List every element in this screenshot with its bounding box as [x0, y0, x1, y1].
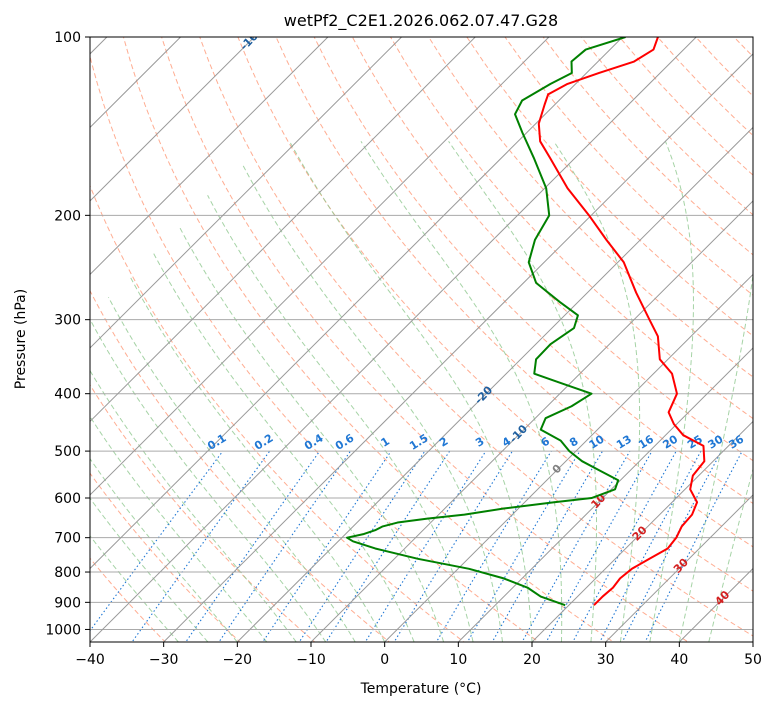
plot-area — [90, 37, 753, 642]
isotherm-line — [531, 420, 753, 642]
dry-adiabat-line — [390, 37, 753, 420]
x-tick-label: 0 — [380, 652, 389, 668]
dewpoint-profile-line — [346, 37, 626, 607]
isotherm-line — [90, 37, 550, 496]
x-tick-label: 40 — [670, 652, 688, 668]
dry-adiabat-line — [90, 557, 166, 642]
x-tick-label: 20 — [523, 652, 541, 668]
x-axis: −40 −30 −20 −10 0 10 20 30 40 50 — [75, 642, 762, 668]
y-tick-label: 500 — [54, 444, 81, 460]
dry-adiabat-line — [428, 37, 753, 378]
y-tick-label: 1000 — [45, 622, 81, 638]
moist-adiabat-line — [207, 195, 474, 642]
dry-adiabat-line — [237, 37, 753, 592]
x-axis-title: Temperature (°C) — [360, 681, 482, 697]
x-tick-label: −30 — [149, 652, 179, 668]
moist-adiabat-line — [152, 251, 415, 642]
y-tick-label: 900 — [54, 595, 81, 611]
y-tick-label: 200 — [54, 208, 81, 224]
moist-adiabat-line — [90, 415, 268, 642]
isotherm-line — [90, 37, 329, 276]
x-tick-label: −20 — [223, 652, 253, 668]
isotherm-line — [162, 53, 753, 642]
isotherm-line — [90, 37, 697, 642]
dry-adiabat-line — [90, 289, 391, 642]
isotherm-line — [90, 37, 403, 349]
y-tick-label: 600 — [54, 491, 81, 507]
isotherm-line — [90, 37, 255, 202]
dry-adiabat-line — [199, 37, 753, 637]
x-tick-label: −40 — [75, 652, 105, 668]
isotherm-line — [90, 37, 476, 423]
x-tick-label: −10 — [296, 652, 326, 668]
y-axis: 100 200 300 400 500 600 700 800 900 1000 — [45, 30, 90, 638]
temperature-profile-line — [537, 37, 706, 606]
background-lines — [90, 37, 753, 642]
x-tick-label: 30 — [597, 652, 615, 668]
moist-adiabat-line — [242, 165, 504, 642]
isotherm-line — [604, 494, 753, 642]
x-tick-label: 50 — [744, 652, 762, 668]
isotherm-line — [383, 273, 753, 642]
moist-adiabat-line — [90, 318, 327, 642]
moist-adiabat-line — [107, 297, 356, 642]
moist-adiabat-line — [90, 369, 297, 642]
moist-adiabat-line — [179, 227, 445, 642]
profile-lines — [346, 37, 706, 607]
moist-adiabat-line — [90, 457, 238, 642]
moist-adiabat-line — [90, 497, 209, 642]
y-tick-label: 700 — [54, 531, 81, 547]
isotherm-line — [310, 200, 753, 642]
y-axis-title: Pressure (hPa) — [13, 289, 29, 389]
isotherm-line — [457, 347, 753, 642]
y-tick-label: 300 — [54, 313, 81, 329]
moist-adiabat-line — [90, 535, 179, 642]
plot-frame — [89, 36, 754, 643]
x-tick-label: 10 — [449, 652, 467, 668]
chart-title: wetPf2_C2E1.2026.062.07.47.G28 — [284, 11, 558, 31]
moist-adiabat-line — [130, 277, 386, 642]
y-tick-label: 100 — [54, 30, 81, 46]
isotherm-line — [236, 126, 753, 642]
isotherm-line — [90, 37, 624, 570]
y-tick-label: 400 — [54, 387, 81, 403]
y-tick-label: 800 — [54, 565, 81, 581]
